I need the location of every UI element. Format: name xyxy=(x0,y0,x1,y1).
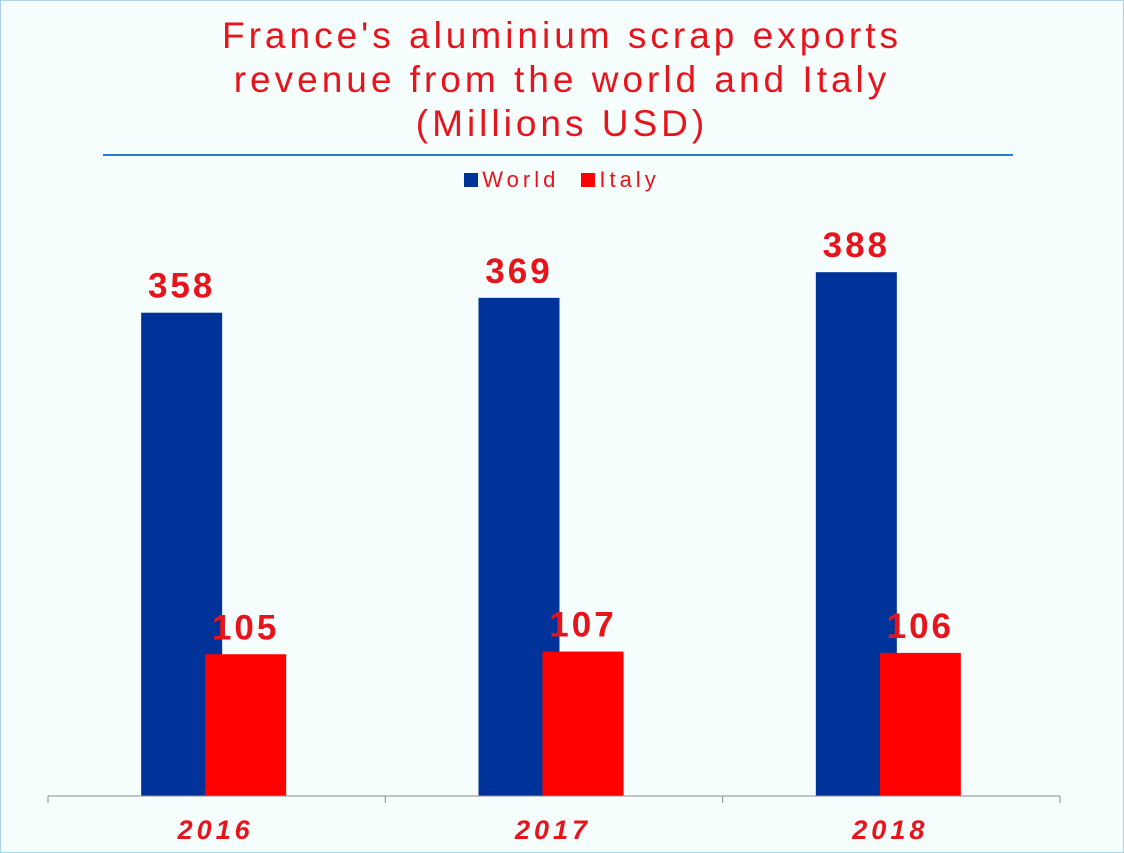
legend-swatch-italy xyxy=(581,173,596,187)
title-divider xyxy=(103,154,1013,156)
data-label-italy-2018: 106 xyxy=(887,607,954,646)
bar-italy-2018 xyxy=(879,652,961,796)
data-label-italy-2017: 107 xyxy=(549,606,616,645)
bar-italy-2016 xyxy=(205,654,287,796)
x-tick-label-2016: 2016 xyxy=(177,815,254,845)
data-label-world-2016: 358 xyxy=(148,267,215,306)
title-line-3: (Millions USD) xyxy=(415,103,709,144)
data-label-italy-2016: 105 xyxy=(212,608,279,647)
title-line-1: France's aluminium scrap exports xyxy=(222,15,902,56)
data-label-world-2017: 369 xyxy=(485,252,552,291)
legend-label-italy: Italy xyxy=(599,167,660,192)
legend-item-italy: Italy xyxy=(581,167,659,193)
data-label-world-2018: 388 xyxy=(823,226,890,265)
x-tick-label-2017: 2017 xyxy=(514,815,591,845)
legend-label-world: World xyxy=(482,167,560,192)
title-line-2: revenue from the world and Italy xyxy=(233,59,891,100)
bar-italy-2017 xyxy=(542,651,624,796)
x-tick-label-2018: 2018 xyxy=(851,815,928,845)
legend-item-world: World xyxy=(464,167,559,193)
chart-legend: World Italy xyxy=(0,167,1124,193)
chart-title: France's aluminium scrap exports revenue… xyxy=(0,14,1124,146)
legend-swatch-world xyxy=(464,173,479,187)
